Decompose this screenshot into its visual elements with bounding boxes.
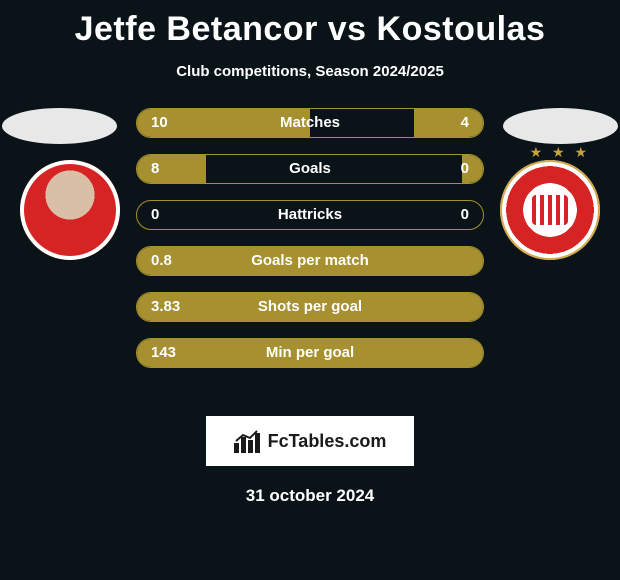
player-photo-placeholder-right — [503, 108, 618, 144]
stat-row: 10Matches4 — [136, 108, 484, 138]
stat-value-right: 0 — [461, 155, 469, 183]
stat-value-right: 0 — [461, 201, 469, 229]
comparison-title: Jetfe Betancor vs Kostoulas — [0, 0, 620, 49]
fctables-logo-icon — [234, 429, 262, 453]
player-photo-placeholder-left — [2, 108, 117, 144]
stat-label: Hattricks — [137, 201, 483, 229]
stat-label: Min per goal — [137, 339, 483, 367]
club-crest-right-stars: ★ ★ ★ — [530, 144, 590, 161]
comparison-subtitle: Club competitions, Season 2024/2025 — [0, 63, 620, 80]
comparison-body: ★ ★ ★ 10Matches48Goals00Hattricks00.8Goa… — [0, 108, 620, 408]
stat-rows-container: 10Matches48Goals00Hattricks00.8Goals per… — [136, 108, 484, 384]
source-banner-text: FcTables.com — [268, 431, 387, 452]
stat-value-right: 4 — [461, 109, 469, 137]
club-crest-left — [20, 160, 120, 260]
stat-row: 143Min per goal — [136, 338, 484, 368]
stat-row: 8Goals0 — [136, 154, 484, 184]
stat-label: Goals per match — [137, 247, 483, 275]
stat-row: 0.8Goals per match — [136, 246, 484, 276]
stat-label: Matches — [137, 109, 483, 137]
snapshot-date: 31 october 2024 — [0, 486, 620, 506]
stat-label: Goals — [137, 155, 483, 183]
source-banner: FcTables.com — [206, 416, 414, 466]
stat-label: Shots per goal — [137, 293, 483, 321]
stat-row: 3.83Shots per goal — [136, 292, 484, 322]
club-crest-right — [500, 160, 600, 260]
stat-row: 0Hattricks0 — [136, 200, 484, 230]
